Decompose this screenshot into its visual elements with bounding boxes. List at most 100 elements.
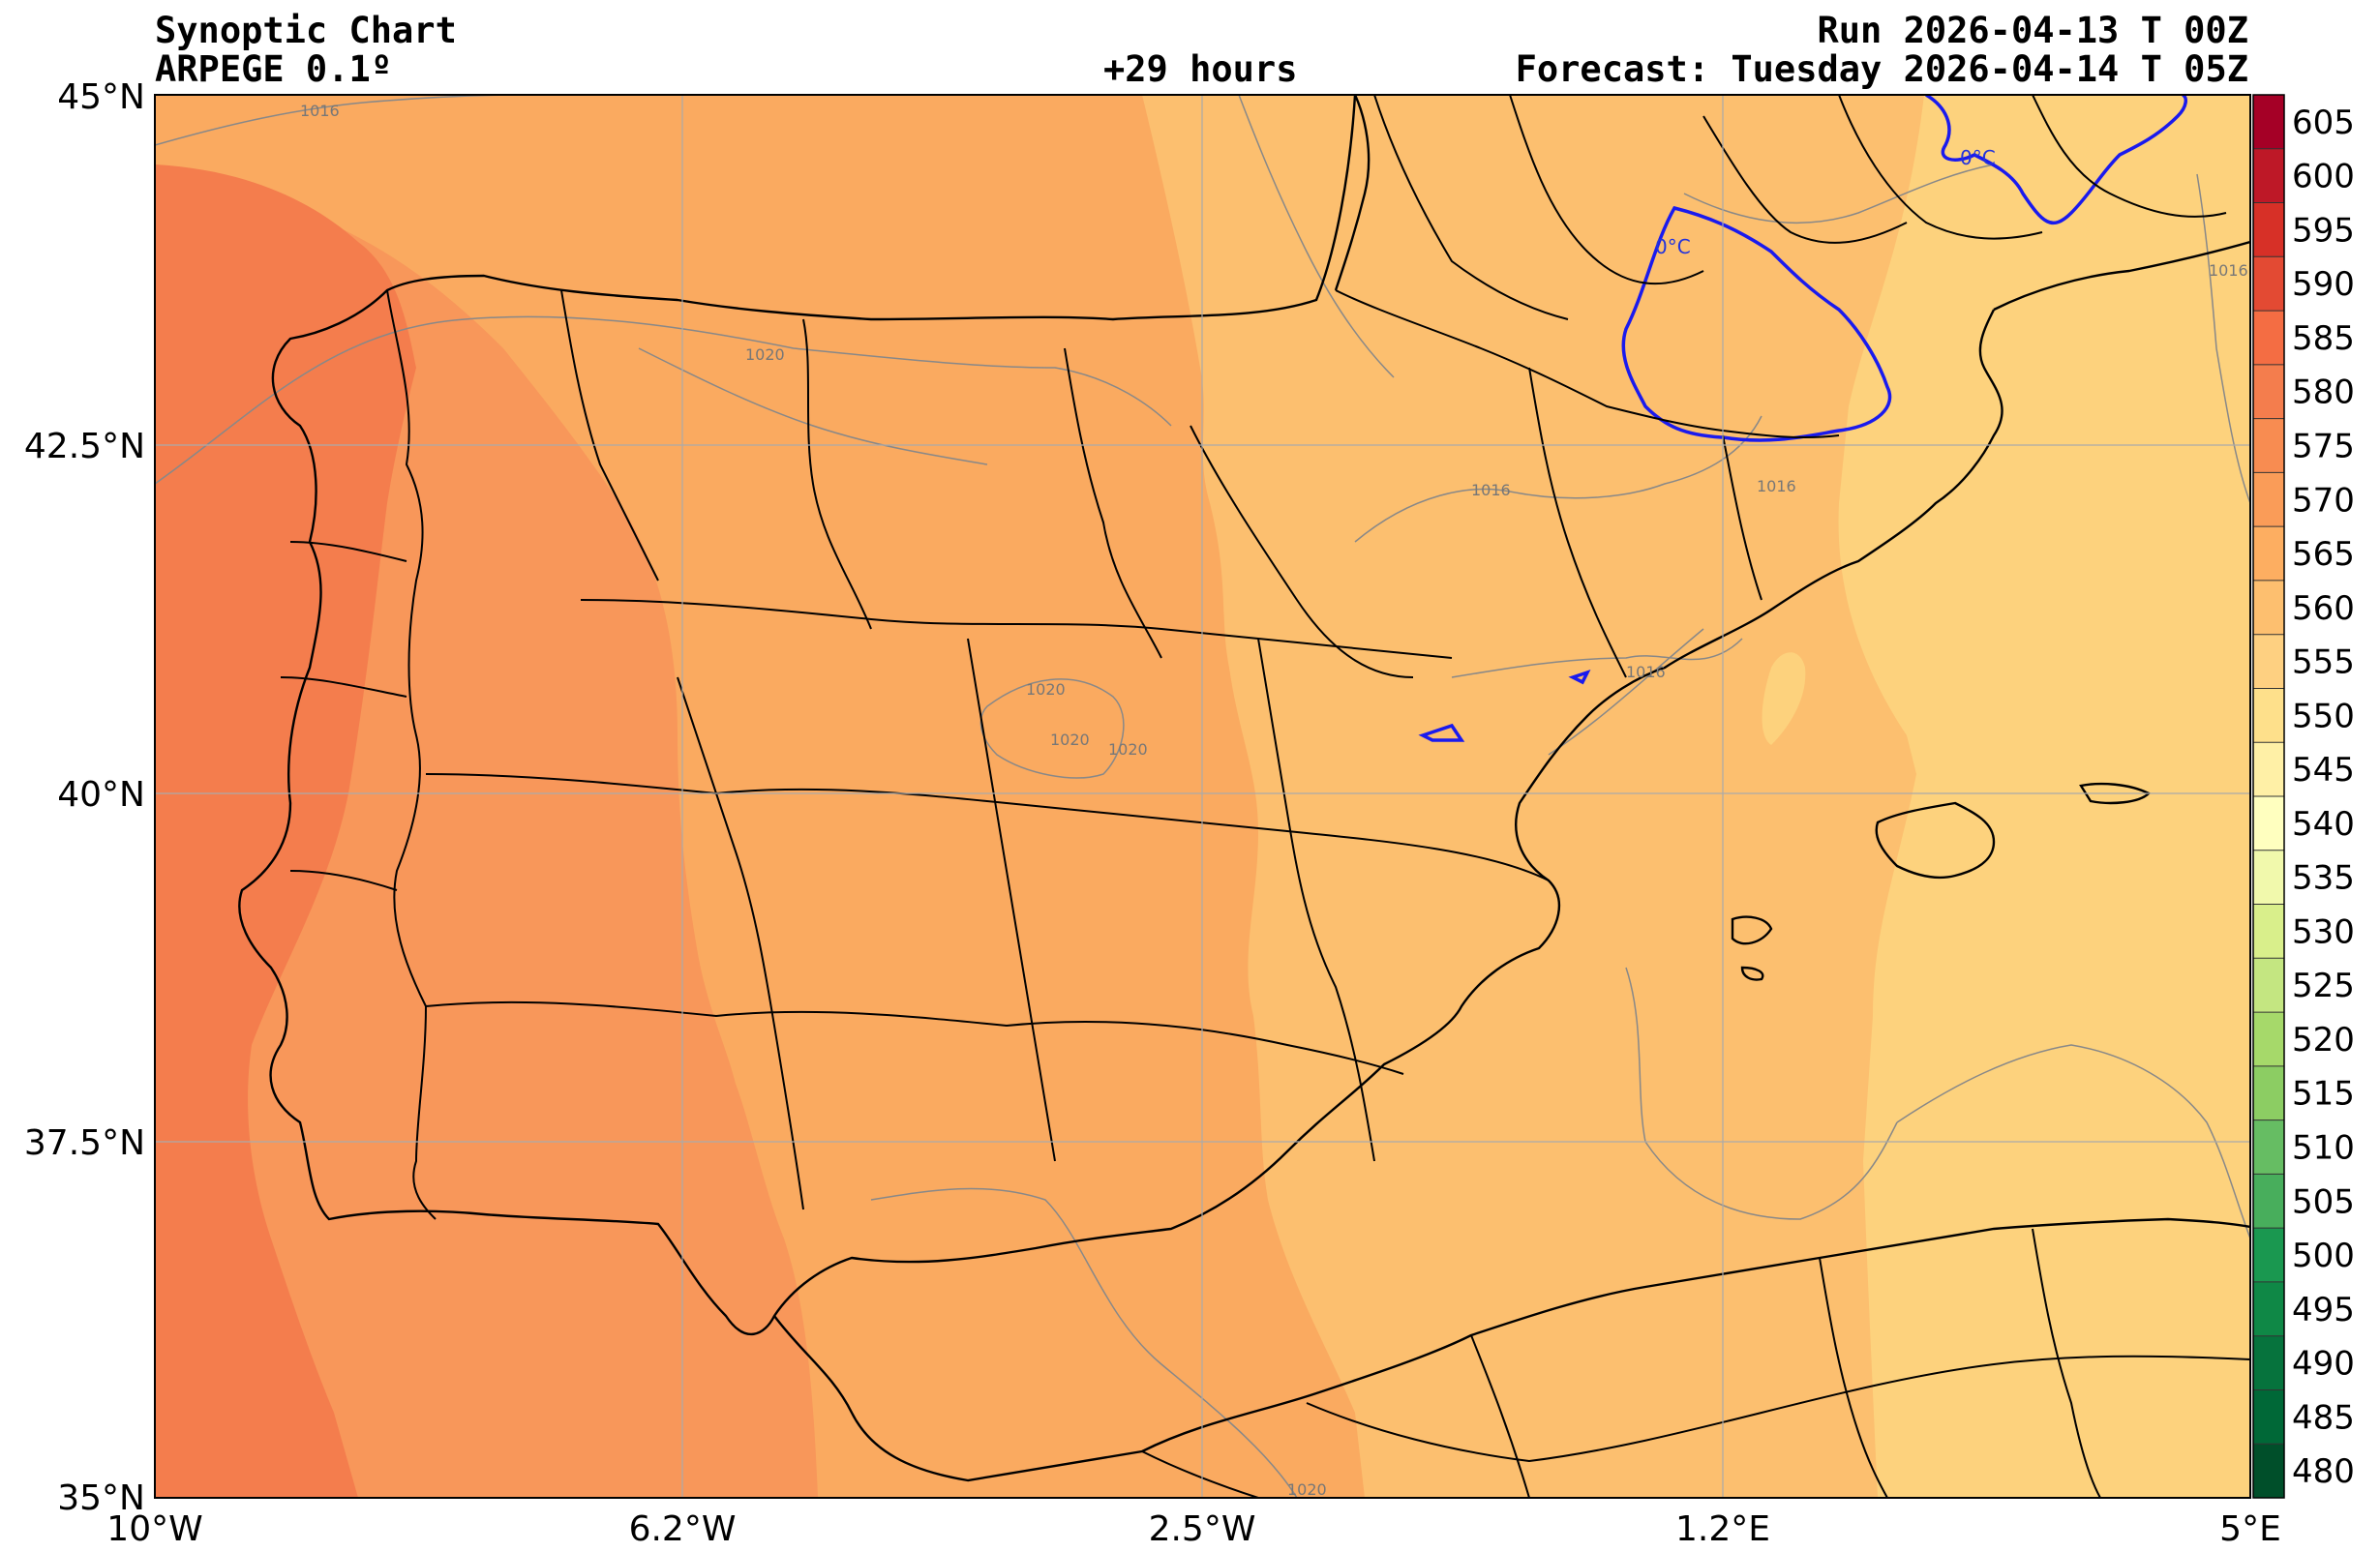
colorbar-label: 555	[2292, 643, 2355, 682]
africa-border-1	[1141, 1228, 2101, 1498]
forecast-time: Forecast: Tuesday 2026-04-14 T 05Z	[1515, 48, 2248, 90]
lat-tick-label: 42.5°N	[24, 427, 145, 466]
colorbar-swatch	[2253, 364, 2284, 420]
isobar-1016-valencia	[1548, 628, 1704, 756]
prov-9	[967, 638, 1056, 1162]
isobar-label: 1016	[1757, 477, 1796, 495]
colorbar-swatch	[2253, 418, 2284, 473]
chart-title: Synoptic Chart	[155, 10, 457, 51]
colorbar-label: 505	[2292, 1182, 2355, 1221]
colorbar-swatch	[2253, 526, 2284, 582]
colorbar-swatch	[2253, 202, 2284, 257]
lat-tick-label: 37.5°N	[24, 1123, 145, 1163]
isobar-label: 1020	[1026, 680, 1066, 699]
colorbar-label: 585	[2292, 319, 2355, 358]
france-dept-4	[1838, 95, 2043, 240]
isobar-1016-ne	[2196, 173, 2250, 504]
colorbar-swatch	[2253, 95, 2284, 150]
map-frame	[154, 94, 2251, 1499]
prov-1	[560, 289, 659, 582]
lon-tick-label: 1.2°E	[1675, 1509, 1770, 1549]
colorbar-label: 595	[2292, 211, 2355, 250]
formentera	[1740, 966, 1764, 981]
colorbar-swatch	[2253, 1335, 2284, 1390]
colorbar-swatch	[2253, 580, 2284, 636]
colorbar-frame	[2252, 94, 2285, 1499]
africa-border-2	[1306, 1355, 2250, 1463]
run-time: Run 2026-04-13 T 00Z	[1817, 10, 2248, 51]
isobar-1016-south	[1625, 967, 1898, 1220]
colorbar-label: 515	[2292, 1075, 2355, 1114]
colorbar-label: 525	[2292, 967, 2355, 1005]
lon-tick-label: 10°W	[106, 1509, 202, 1549]
prov-11	[1528, 367, 1627, 678]
isobar-1020-center	[979, 678, 1125, 779]
freezing-label: 0°C	[1960, 146, 1996, 169]
lat-tick-label: 45°N	[57, 77, 145, 117]
isobar-1016-se	[1896, 1044, 2250, 1239]
prov-3	[1064, 347, 1162, 659]
prov-6	[425, 773, 1550, 881]
colorbar-label: 550	[2292, 697, 2355, 735]
isobar-1020-sw	[870, 1187, 1298, 1498]
colorbar-swatch	[2253, 688, 2284, 743]
colorbar-swatch	[2253, 634, 2284, 689]
colorbar-label: 490	[2292, 1345, 2355, 1384]
isobar-1016-catalonia	[1451, 638, 1743, 678]
france-coast	[1334, 95, 1371, 291]
mallorca	[1875, 801, 1996, 880]
isobar-label: 1020	[1108, 740, 1148, 759]
colorbar-label: 560	[2292, 589, 2355, 628]
isobar-1016-pyrenees	[1683, 164, 1995, 224]
colorbar-swatch	[2253, 472, 2284, 527]
lat-tick-label: 35°N	[57, 1478, 145, 1518]
isobar-label: 1016	[300, 102, 340, 120]
colorbar-label: 590	[2292, 265, 2355, 304]
isobar-1020-cantabria	[638, 347, 988, 465]
colorbar-label: 510	[2292, 1129, 2355, 1168]
forecast-hours: +29 hours	[1103, 48, 1298, 90]
colorbar-label: 545	[2292, 751, 2355, 790]
colorbar: 605 600 595 590 585 580 575 570 565 560 555 550 545 5…	[2252, 94, 2355, 1499]
freezing-line-small	[1568, 670, 1591, 685]
prov-10	[1257, 638, 1375, 1162]
prov-4	[1190, 425, 1414, 678]
freezing-label: 0°C	[1655, 235, 1691, 258]
isobar-1020-north	[155, 315, 1172, 485]
colorbar-swatch	[2253, 256, 2284, 312]
colorbar-label: 600	[2292, 158, 2355, 196]
isobar-label: 1016	[1626, 663, 1666, 681]
france-dept-5	[2032, 95, 2227, 218]
france-dept-3	[1702, 115, 1908, 244]
iberia-coastline	[238, 95, 2003, 1336]
isobar-label: 1020	[1050, 731, 1090, 749]
border-spain-france	[1335, 289, 1840, 439]
prov-8	[677, 676, 804, 1210]
isobar-label: 1016	[1471, 481, 1511, 499]
ibiza	[1731, 915, 1773, 945]
gulf-of-lion-coast	[1993, 240, 2250, 312]
lon-tick-label: 6.2°W	[629, 1509, 737, 1549]
freezing-line-pyrenees	[1621, 205, 1892, 442]
colorbar-label: 520	[2292, 1021, 2355, 1060]
isobar-label: 1020	[1287, 1480, 1327, 1499]
prov-7	[425, 1000, 1404, 1075]
colorbar-swatch	[2253, 1389, 2284, 1445]
colorbar-swatch	[2253, 148, 2284, 204]
freezing-line	[1418, 95, 2188, 742]
colorbar-swatch	[2253, 1174, 2284, 1229]
colorbar-label: 575	[2292, 428, 2355, 466]
colorbar-swatch	[2253, 1012, 2284, 1067]
colorbar-swatch	[2253, 958, 2284, 1013]
france-dept-2	[1509, 95, 1704, 285]
colorbar-swatch	[2253, 796, 2284, 851]
prov-5	[580, 599, 1453, 659]
colorbar-label: 605	[2292, 104, 2355, 142]
colorbar-label: 495	[2292, 1291, 2355, 1329]
freezing-line-teruel	[1418, 723, 1465, 742]
admin-borders	[280, 95, 2250, 1498]
colorbar-swatch	[2253, 1119, 2284, 1175]
model-name: ARPEGE 0.1º	[155, 48, 393, 90]
gridlines	[155, 95, 2250, 1498]
